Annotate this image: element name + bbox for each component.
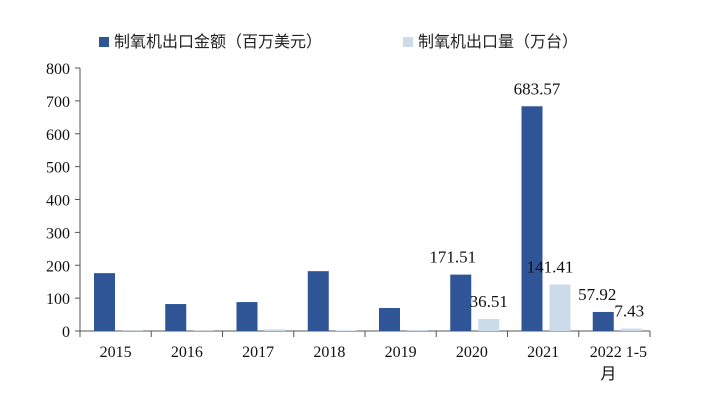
bar-export-value-2016 <box>165 304 187 331</box>
bar-export-value-2022-1-5月 <box>592 311 614 331</box>
y-tick-label: 300 <box>46 225 70 242</box>
data-label-export-volume: 7.43 <box>614 302 644 321</box>
data-label-export-value: 171.51 <box>429 248 476 267</box>
x-tick-label: 2018 <box>313 344 345 361</box>
y-tick-label: 600 <box>46 127 70 144</box>
bar-export-value-2019 <box>379 307 400 331</box>
legend-label-export-value: 制氧机出口金额（百万美元） <box>114 32 322 51</box>
bar-export-value-2018 <box>307 271 329 331</box>
data-labels: 171.51 683.57 57.92 36.51 141.41 7.43 <box>429 79 644 320</box>
x-tick-label: 2017 <box>242 344 274 361</box>
legend-label-export-volume: 制氧机出口量（万台） <box>418 32 578 51</box>
y-tick-label: 500 <box>46 160 70 177</box>
y-tick-label: 200 <box>46 258 70 275</box>
bar-export-value-2021 <box>521 106 543 331</box>
bar-export-volume-2018 <box>335 330 357 331</box>
bar-export-volume-2020 <box>478 318 500 331</box>
x-axis: 2015 2016 2017 2018 2019 2020 2021 2022 1-5 月 <box>79 330 651 383</box>
x-tick-label: 2022 1-5 月 <box>590 344 647 383</box>
bar-export-volume-2021 <box>549 284 571 331</box>
data-label-export-volume: 141.41 <box>527 258 574 277</box>
bar-export-volume-2019 <box>407 330 428 331</box>
legend-swatch-export-volume <box>403 37 413 47</box>
bar-export-volume-2017 <box>264 329 286 331</box>
data-label-export-value: 57.92 <box>578 285 616 304</box>
bar-export-volume-2022-1-5月 <box>620 328 642 331</box>
y-axis: 0 100 200 300 400 500 600 700 800 <box>46 61 81 341</box>
x-tick-label: 2015 <box>100 344 132 361</box>
bar-export-value-2015 <box>94 273 115 331</box>
y-tick-label: 700 <box>46 94 70 111</box>
bar-export-value-2017 <box>236 302 258 331</box>
y-tick-label: 800 <box>46 61 70 78</box>
legend: 制氧机出口金额（百万美元） 制氧机出口量（万台） <box>99 32 578 51</box>
x-tick-label: 2019 <box>385 344 417 361</box>
x-tick-label: 2020 <box>456 344 488 361</box>
bars <box>94 106 642 331</box>
y-tick-label: 400 <box>46 193 70 210</box>
bar-export-value-2020 <box>450 274 472 331</box>
y-tick-label: 100 <box>46 291 70 308</box>
x-tick-label: 2021 <box>527 344 559 361</box>
data-label-export-value: 683.57 <box>514 79 561 98</box>
legend-swatch-export-value <box>99 37 109 47</box>
y-tick-label: 0 <box>62 324 70 341</box>
data-label-export-volume: 36.51 <box>470 292 508 311</box>
x-tick-label: 2016 <box>171 344 203 361</box>
